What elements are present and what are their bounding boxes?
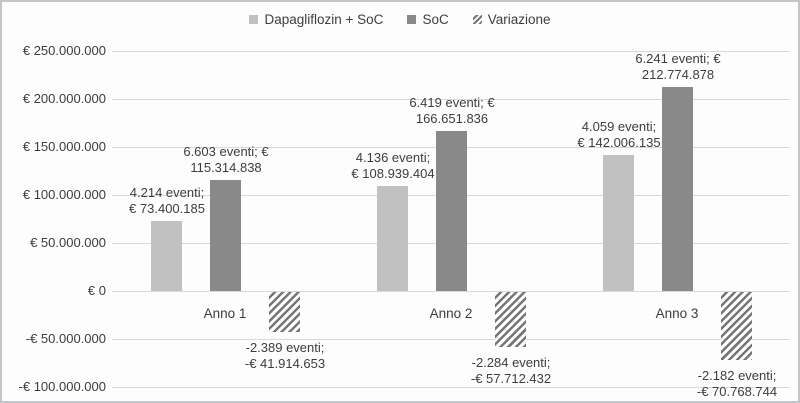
- gridline: [112, 339, 790, 340]
- data-label: 6.603 eventi; €115.314.838: [183, 144, 269, 175]
- data-label: 6.241 eventi; €212.774.878: [635, 51, 721, 82]
- bar-dapagliflozin-soc-anno-2: [377, 186, 408, 291]
- y-axis-tick-label: € 150.000.000: [22, 139, 106, 154]
- x-axis-category-label: Anno 1: [203, 306, 247, 321]
- data-label: -2.182 eventi; -€ 70.768.744: [696, 368, 778, 399]
- y-axis-tick-label: € 100.000.000: [22, 187, 106, 202]
- data-label: 4.059 eventi; € 142.006.135: [577, 119, 661, 150]
- bar-dapagliflozin-soc-anno-3: [603, 155, 634, 291]
- gridline: [112, 99, 790, 100]
- x-axis-category-label: Anno 2: [429, 306, 473, 321]
- bar-soc-anno-1: [210, 180, 241, 291]
- y-axis-tick-label: € 0: [87, 283, 106, 298]
- data-label: 4.214 eventi; € 73.400.185: [129, 185, 205, 216]
- legend-swatch-dark-icon: [407, 15, 417, 24]
- x-axis-category-label: Anno 3: [655, 306, 699, 321]
- bar-variazione-anno-1: [269, 292, 300, 332]
- y-axis-tick-label: € 250.000.000: [22, 43, 106, 58]
- y-axis-tick-label: -€ 50.000.000: [25, 331, 106, 346]
- legend-swatch-light-icon: [249, 15, 259, 24]
- gridline: [112, 51, 790, 52]
- bar-soc-anno-2: [436, 131, 467, 291]
- legend-item-dapagliflozin-soc: Dapagliflozin + SoC: [249, 12, 383, 27]
- y-axis-tick-label: € 200.000.000: [22, 91, 106, 106]
- legend-swatch-hatch-icon: [472, 15, 482, 24]
- bar-soc-anno-3: [662, 87, 693, 291]
- legend-item-variazione: Variazione: [472, 12, 551, 27]
- bar-variazione-anno-3: [721, 292, 752, 360]
- y-axis-tick-label: € 50.000.000: [30, 235, 106, 250]
- y-axis-tick-label: -€ 100.000.000: [18, 379, 106, 394]
- bar-variazione-anno-2: [495, 292, 526, 347]
- data-label: 6.419 eventi; €166.651.836: [409, 95, 495, 126]
- legend-label-dapagliflozin-soc: Dapagliflozin + SoC: [264, 12, 384, 27]
- data-label: 4.136 eventi; € 108.939.404: [351, 150, 435, 181]
- gridline: [112, 387, 790, 388]
- data-label: -2.284 eventi; -€ 57.712.432: [470, 355, 552, 386]
- legend-label-soc: SoC: [422, 12, 449, 27]
- legend: Dapagliflozin + SoC SoC Variazione: [2, 12, 798, 27]
- x-axis-line: [112, 291, 790, 292]
- legend-label-variazione: Variazione: [487, 12, 551, 27]
- bar-dapagliflozin-soc-anno-1: [151, 221, 182, 291]
- data-label: -2.389 eventi; -€ 41.914.653: [244, 340, 326, 371]
- legend-item-soc: SoC: [407, 12, 449, 27]
